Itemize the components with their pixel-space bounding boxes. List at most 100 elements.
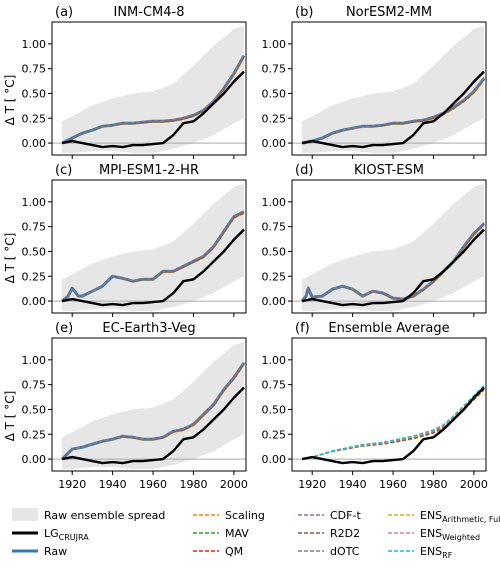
- y-tick-label: 0.00: [262, 453, 287, 466]
- method-line-5: [301, 77, 485, 144]
- y-tick-label: 1.00: [22, 196, 47, 209]
- panel-2: (c) MPI-ESM1-2-HR 0.00 0.25 0.50 0.75 1.00: [22, 163, 247, 317]
- method-line-5: [61, 54, 245, 144]
- lg-line: [301, 70, 485, 149]
- panels: (a) INM-CM4-8 0.00 0.25 0.50 0.75 1.00 (b) NorES…: [22, 5, 488, 491]
- panel-label: (a): [55, 5, 73, 20]
- y-tick-label: 0.25: [22, 270, 47, 283]
- axes-frame: [51, 337, 247, 472]
- panel-title: EC-Earth3-Veg: [102, 321, 195, 336]
- panel-4: (e) EC-Earth3-Veg 0.00 0.25 0.50 0.75 1.00 1920…: [22, 321, 248, 491]
- y-tick-label: 1.00: [22, 38, 47, 51]
- panel-1: (b) NorESM2-MM 0.00 0.25 0.50 0.75 1.00: [262, 5, 487, 159]
- panel-5: (f) Ensemble Average 0.00 0.25 0.50 0.75 1.00 1…: [262, 321, 488, 491]
- axes-frame: [291, 179, 487, 314]
- lg-line: [61, 386, 245, 465]
- lg-line: [301, 386, 485, 465]
- panel-title: INM-CM4-8: [114, 5, 185, 20]
- legend-method-label: QM: [225, 545, 243, 558]
- y-axis-label-bottom: Δ T [ °C]: [3, 391, 17, 442]
- y-tick-label: 0.50: [262, 87, 287, 100]
- method-line-1: [301, 389, 485, 460]
- axes-frame: [51, 179, 247, 314]
- spread-band: [302, 26, 484, 153]
- spread-band: [62, 26, 244, 153]
- legend-method-label: ENSArithmetic, Full: [420, 509, 500, 524]
- legend-raw-label: Raw: [44, 545, 67, 558]
- y-tick-label: 0.25: [262, 112, 287, 125]
- method-line-8: [301, 385, 485, 460]
- legend-method-label: CDF-t: [330, 509, 361, 522]
- panel-0: (a) INM-CM4-8 0.00 0.25 0.50 0.75 1.00: [22, 5, 247, 159]
- y-tick-label: 0.00: [262, 295, 287, 308]
- legend-method-label: Scaling: [225, 509, 265, 522]
- legend-method-label: ENSWeighted: [420, 527, 480, 542]
- y-tick-label: 0.75: [22, 379, 47, 392]
- x-tick-label: 1940: [99, 478, 127, 491]
- panel-title: MPI-ESM1-2-HR: [99, 163, 199, 178]
- method-line-5: [301, 386, 485, 460]
- legend-spread-label: Raw ensemble spread: [44, 509, 165, 522]
- x-tick-label: 1940: [339, 478, 367, 491]
- legend-method-label: R2D2: [330, 527, 360, 540]
- y-tick-label: 0.25: [22, 112, 47, 125]
- panel-title: NorESM2-MM: [346, 5, 432, 20]
- y-tick-label: 0.00: [262, 137, 287, 150]
- panel-label: (f): [295, 321, 310, 336]
- y-tick-label: 0.75: [22, 221, 47, 234]
- legend-spread-swatch: [12, 508, 38, 521]
- y-axis-label-middle: Δ T [ °C]: [3, 233, 17, 284]
- panel-label: (c): [55, 163, 72, 178]
- y-tick-label: 0.75: [262, 379, 287, 392]
- x-tick-label: 1960: [139, 478, 167, 491]
- y-tick-label: 0.50: [22, 87, 47, 100]
- method-line-5: [61, 210, 245, 302]
- method-line-3: [301, 388, 485, 460]
- y-tick-label: 0.50: [262, 403, 287, 416]
- y-tick-label: 0.00: [22, 453, 47, 466]
- y-tick-label: 0.50: [22, 403, 47, 416]
- method-line-4: [301, 387, 485, 460]
- y-tick-label: 0.75: [22, 63, 47, 76]
- panel-label: (d): [295, 163, 313, 178]
- panel-title: Ensemble Average: [328, 321, 449, 336]
- y-tick-label: 0.75: [262, 63, 287, 76]
- panel-3: (d) KIOST-ESM 0.00 0.25 0.50 0.75 1.00: [262, 163, 487, 317]
- legend-method-label: dOTC: [330, 545, 360, 558]
- y-tick-label: 1.00: [262, 196, 287, 209]
- legend: Raw ensemble spread LGCRUJRA Raw Scaling MAV…: [12, 508, 500, 560]
- x-tick-label: 2000: [460, 478, 488, 491]
- spread-band: [62, 342, 244, 469]
- x-tick-label: 1920: [298, 478, 326, 491]
- x-tick-label: 1920: [58, 478, 86, 491]
- y-tick-label: 1.00: [22, 354, 47, 367]
- panel-title: KIOST-ESM: [354, 163, 424, 178]
- method-line-0: [301, 389, 485, 460]
- y-tick-label: 0.25: [262, 428, 287, 441]
- y-axis-label-top: Δ T [ °C]: [3, 75, 17, 126]
- legend-method-label: MAV: [225, 527, 249, 540]
- lg-line: [301, 228, 485, 307]
- axes-frame: [291, 337, 487, 472]
- y-tick-label: 0.00: [22, 137, 47, 150]
- spread-band: [302, 184, 484, 311]
- legend-lg-label: LGCRUJRA: [44, 527, 89, 542]
- legend-method-label: ENSRF: [420, 545, 453, 560]
- method-line-2: [301, 388, 485, 460]
- method-line-6: [301, 386, 485, 460]
- y-tick-label: 1.00: [262, 354, 287, 367]
- x-tick-label: 1960: [379, 478, 407, 491]
- y-tick-label: 0.75: [262, 221, 287, 234]
- x-tick-label: 2000: [220, 478, 248, 491]
- y-tick-label: 0.00: [22, 295, 47, 308]
- y-tick-label: 0.25: [262, 270, 287, 283]
- panel-label: (e): [55, 321, 73, 336]
- lg-line: [61, 228, 245, 307]
- y-tick-label: 0.50: [262, 245, 287, 258]
- y-tick-label: 0.50: [22, 245, 47, 258]
- axes-frame: [51, 21, 247, 156]
- x-tick-label: 1980: [419, 478, 447, 491]
- x-tick-label: 1980: [179, 478, 207, 491]
- axes-frame: [291, 21, 487, 156]
- lg-line: [61, 70, 245, 149]
